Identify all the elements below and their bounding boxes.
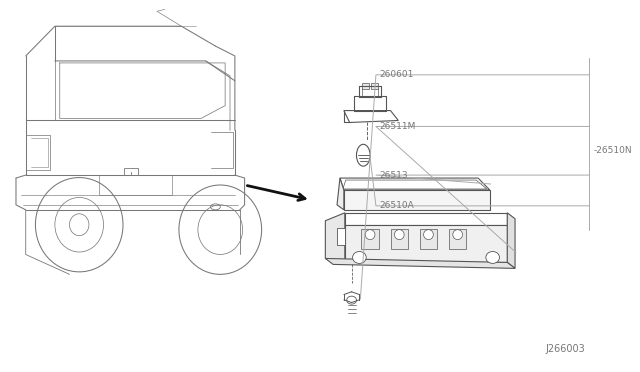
Bar	[371, 83, 378, 89]
Bar	[124, 168, 138, 175]
Bar	[362, 229, 379, 248]
Ellipse shape	[486, 251, 499, 263]
Ellipse shape	[353, 251, 366, 263]
Ellipse shape	[424, 230, 433, 240]
Polygon shape	[508, 213, 515, 268]
Polygon shape	[344, 110, 398, 122]
Text: J266003: J266003	[545, 344, 585, 354]
Polygon shape	[325, 213, 345, 262]
Text: -26510N: -26510N	[594, 146, 632, 155]
Ellipse shape	[347, 296, 356, 304]
Polygon shape	[344, 190, 490, 210]
Text: 26511M: 26511M	[380, 122, 416, 131]
Bar	[449, 229, 467, 248]
Ellipse shape	[365, 230, 375, 240]
Text: 26513: 26513	[380, 171, 408, 180]
Bar	[420, 229, 437, 248]
Polygon shape	[337, 228, 345, 244]
Bar	[362, 83, 369, 89]
Ellipse shape	[394, 230, 404, 240]
Text: 260601: 260601	[380, 70, 414, 79]
Polygon shape	[340, 178, 490, 190]
Text: 26510A: 26510A	[380, 201, 415, 210]
Polygon shape	[345, 213, 508, 225]
Polygon shape	[337, 178, 344, 210]
Ellipse shape	[356, 144, 370, 166]
Polygon shape	[345, 225, 508, 262]
Bar	[390, 229, 408, 248]
Ellipse shape	[452, 230, 463, 240]
Polygon shape	[325, 259, 515, 268]
